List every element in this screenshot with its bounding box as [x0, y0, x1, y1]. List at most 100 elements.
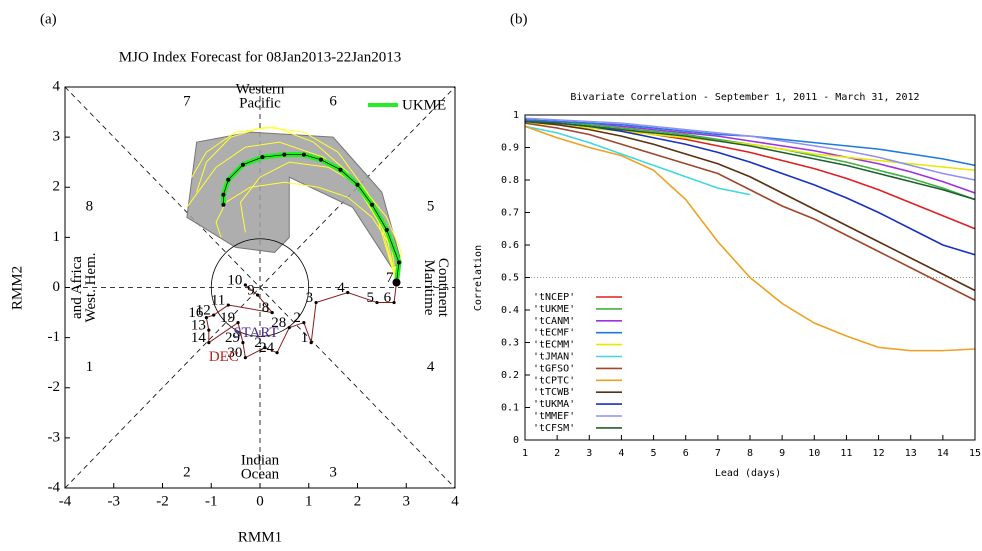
- series-line: [524, 125, 976, 352]
- y-tick-label: 3: [53, 129, 61, 145]
- x-tick-label: 1: [305, 493, 313, 509]
- point-label: 16: [188, 305, 204, 321]
- point-label: 2: [254, 335, 262, 351]
- series-line: [524, 122, 976, 301]
- x-tick-label: 5: [651, 448, 657, 459]
- observed-point: [212, 313, 216, 317]
- x-tick-label: -4: [59, 493, 72, 509]
- panel-label: (b): [510, 11, 528, 27]
- observed-point: [309, 341, 313, 345]
- x-tick-label: 13: [905, 448, 917, 459]
- point-label: 3: [306, 290, 314, 306]
- point-label: 7: [386, 270, 394, 286]
- phase-label: 8: [86, 199, 94, 215]
- region-label: Pacific: [239, 95, 281, 111]
- x-tick-label: 10: [808, 448, 820, 459]
- point-label: 29: [225, 330, 240, 346]
- y-tick-label: 2: [53, 179, 61, 195]
- x-tick-label: 15: [969, 448, 981, 459]
- legend-label: UKME: [402, 97, 446, 113]
- x-tick-label: 3: [586, 448, 592, 459]
- panel-label: (a): [40, 11, 57, 27]
- x-tick-label: 14: [937, 448, 949, 459]
- observed-point: [243, 283, 247, 287]
- x-axis-label: RMM1: [238, 529, 282, 545]
- annotation: DEC: [209, 349, 239, 365]
- y-tick-label: 0.6: [501, 240, 519, 251]
- y-tick-label: 0.7: [501, 208, 519, 219]
- point-label: 8: [262, 300, 270, 316]
- y-tick-label: 0.5: [501, 273, 519, 284]
- x-tick-label: 3: [403, 493, 411, 509]
- series-line: [524, 117, 976, 181]
- point-label: 12: [196, 303, 211, 319]
- point-label: 1: [301, 330, 309, 346]
- x-tick-label: 1: [522, 448, 528, 459]
- series-line: [524, 120, 976, 230]
- phase-label: 1: [86, 359, 94, 375]
- legend-label: 'tCFSM': [533, 423, 575, 434]
- region-label: Continent: [435, 258, 451, 318]
- forecast-point: [221, 202, 226, 207]
- x-tick-label: 2: [554, 448, 560, 459]
- forecast-point: [282, 152, 287, 157]
- observed-point: [375, 300, 379, 305]
- x-tick-label: -1: [205, 493, 218, 509]
- y-tick-label: -1: [48, 329, 61, 345]
- legend-label: 'tECMM': [533, 340, 575, 351]
- region-label: Ocean: [241, 466, 280, 482]
- observed-point: [314, 300, 318, 305]
- region-label: Western: [236, 81, 285, 97]
- member-line: [239, 161, 402, 283]
- chart-title: MJO Index Forecast for 08Jan2013-22Jan20…: [119, 49, 401, 65]
- y-tick-label: -3: [48, 429, 61, 445]
- y-tick-label: 4: [53, 78, 61, 94]
- y-tick-label: 1: [53, 229, 61, 245]
- x-tick-label: 4: [451, 493, 459, 509]
- x-tick-label: 7: [715, 448, 721, 459]
- region-label: Indian: [241, 452, 280, 468]
- y-axis-label: Correlation: [473, 245, 484, 311]
- phase-label: 7: [183, 93, 191, 109]
- point-label: 6: [384, 290, 392, 306]
- forecast-point: [355, 182, 360, 187]
- y-tick-label: 0.8: [501, 175, 519, 186]
- forecast-point: [221, 192, 226, 197]
- phase-label: 3: [329, 464, 337, 480]
- forecast-point: [301, 152, 306, 157]
- legend-label: 'tCANM': [533, 316, 575, 327]
- observed-point: [207, 328, 211, 332]
- series-line: [524, 119, 976, 201]
- observed-point: [302, 320, 306, 325]
- point-label: 2: [293, 310, 301, 326]
- x-tick-label: 4: [618, 448, 624, 459]
- x-tick-label: 12: [873, 448, 885, 459]
- x-tick-label: 6: [683, 448, 689, 459]
- x-tick-label: 9: [779, 448, 785, 459]
- phase-label: 5: [427, 199, 435, 215]
- x-tick-label: -2: [156, 493, 169, 509]
- legend-label: 'tJMAN': [533, 352, 575, 363]
- forecast-point: [226, 177, 231, 182]
- legend-label: 'tNCEP': [533, 292, 575, 303]
- phase-label: 6: [329, 93, 337, 109]
- y-tick-label: 0.2: [501, 370, 519, 381]
- forecast-point: [318, 157, 323, 162]
- observed-point: [236, 320, 240, 325]
- unit-circle: [210, 238, 310, 337]
- observed-point: [346, 290, 350, 295]
- point-label: 19: [220, 310, 235, 326]
- legend-label: 'tCPTC': [533, 375, 575, 386]
- point-label: 24: [259, 340, 275, 356]
- annotation: START: [233, 325, 278, 341]
- chart-title: Bivariate Correlation - September 1, 201…: [570, 92, 919, 103]
- forecast-line-core: [223, 154, 400, 283]
- phase-label: 4: [427, 359, 435, 375]
- y-tick-label: 0: [513, 435, 519, 446]
- observed-point: [226, 303, 230, 307]
- series-line: [524, 120, 976, 201]
- series-line: [524, 125, 751, 196]
- observed-point: [243, 356, 247, 360]
- member-line: [186, 141, 397, 283]
- y-tick-label: 0.4: [501, 305, 519, 316]
